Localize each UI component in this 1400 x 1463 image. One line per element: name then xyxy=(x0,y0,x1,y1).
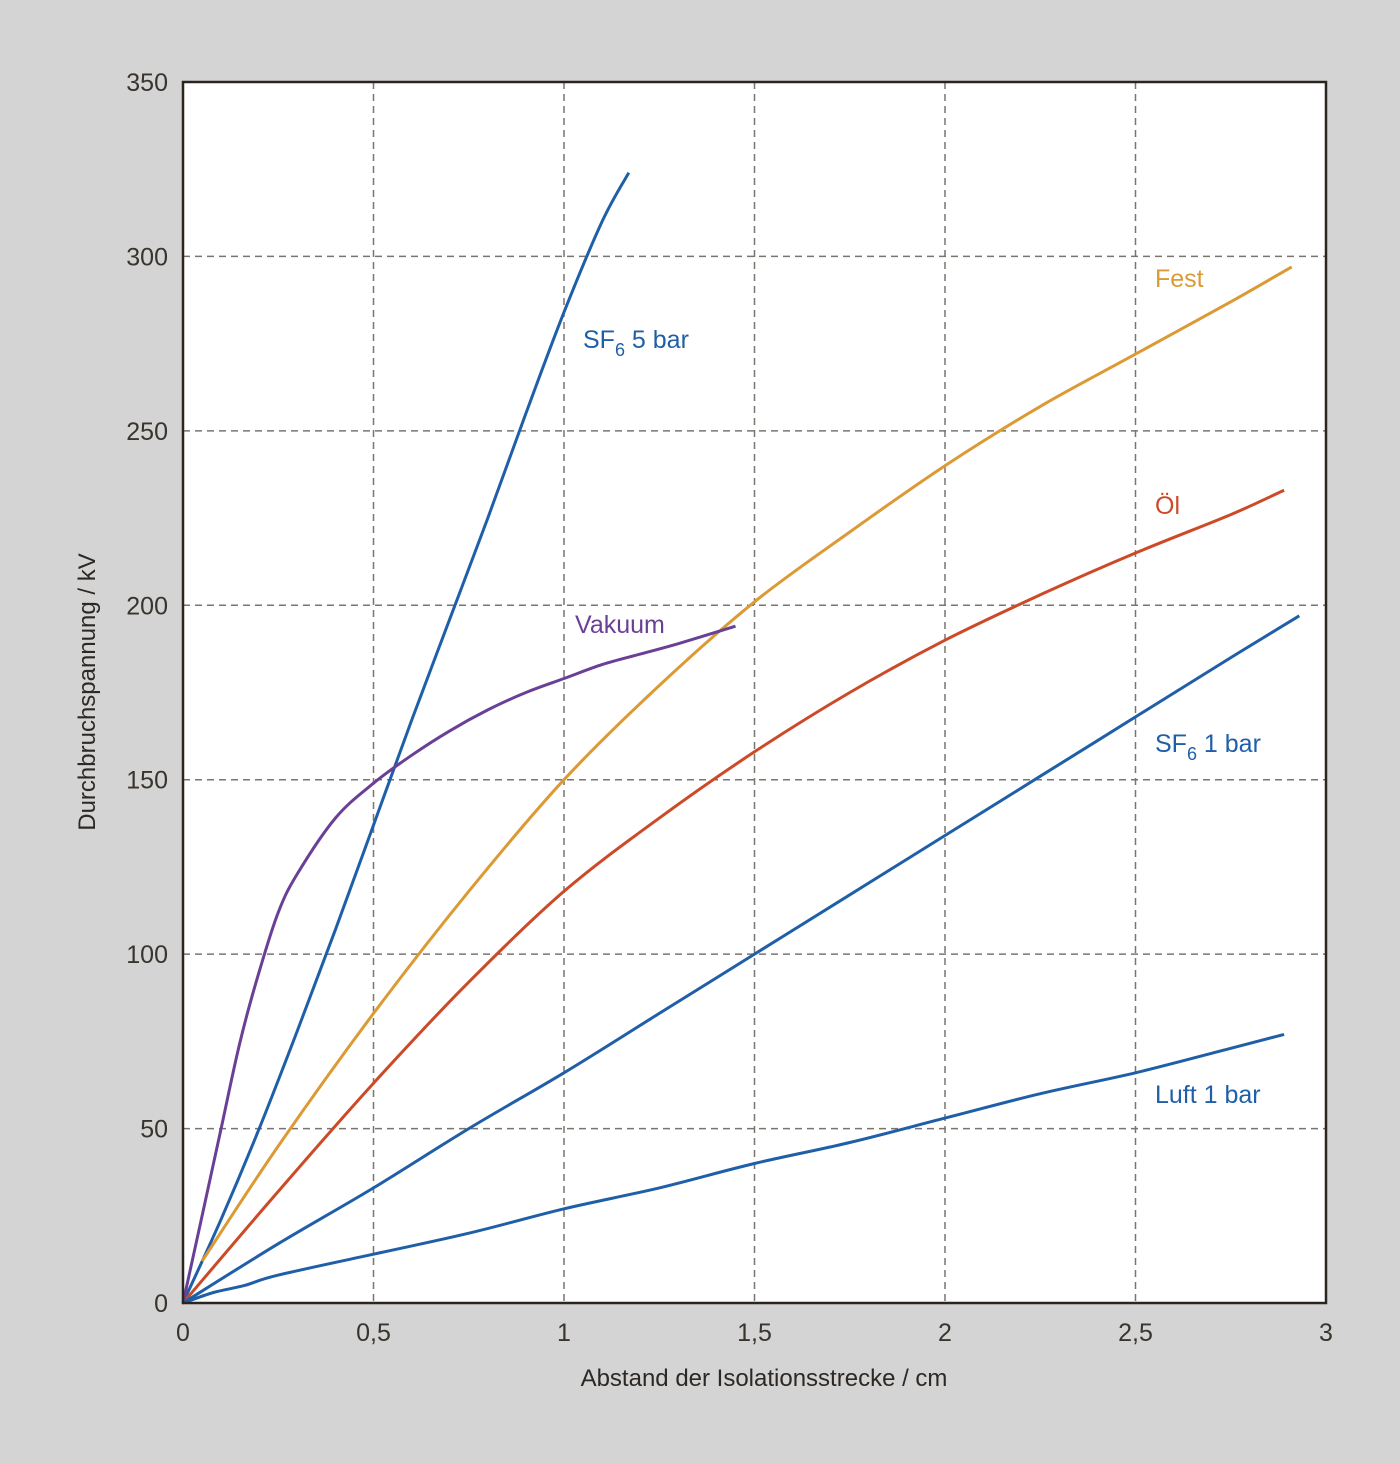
plot-area xyxy=(183,82,1326,1303)
x-tick-label: 3 xyxy=(1319,1319,1333,1347)
plot-frame xyxy=(181,80,1328,1305)
x-tick-label: 2 xyxy=(938,1319,952,1347)
grid-lines xyxy=(183,82,1326,1303)
series-label--l: Öl xyxy=(1155,492,1180,520)
series-label-luft-1-bar: Luft 1 bar xyxy=(1155,1081,1261,1109)
series-label-sf6-5-bar: SF6 5 bar xyxy=(583,326,689,360)
series-line-sf6-5-bar xyxy=(181,171,631,1304)
y-tick-label: 50 xyxy=(140,1116,168,1144)
y-tick-label: 150 xyxy=(126,767,168,795)
x-tick-label: 0,5 xyxy=(356,1319,391,1347)
y-axis-ticks: 0 50 100 150 200 250 300 350 xyxy=(126,69,168,1318)
y-tick-label: 200 xyxy=(126,592,168,620)
y-tick-label: 100 xyxy=(126,941,168,969)
x-tick-label: 1,5 xyxy=(737,1319,772,1347)
series-line-luft-1-bar xyxy=(182,1032,1285,1305)
y-tick-label: 0 xyxy=(154,1290,168,1318)
x-tick-label: 0 xyxy=(176,1319,190,1347)
x-axis-ticks: 0 0,5 1 1,5 2 2,5 3 xyxy=(176,1319,1333,1347)
series-label-sf6-1-bar: SF6 1 bar xyxy=(1155,730,1261,764)
series-line-vakuum xyxy=(181,624,736,1304)
y-axis-title: Durchbruchspannung / kV xyxy=(74,553,101,831)
series-line-sf6-1-bar xyxy=(182,614,1301,1305)
series-line--l xyxy=(181,488,1285,1304)
x-tick-label: 1 xyxy=(557,1319,571,1347)
series-labels: SF6 5 bar Fest Öl Vakuum SF6 1 bar Luft 1 bar xyxy=(575,265,1261,1109)
series-lines xyxy=(181,171,1301,1305)
x-tick-label: 2,5 xyxy=(1118,1319,1153,1347)
x-axis-title: Abstand der Isolationsstrecke / cm xyxy=(581,1365,948,1392)
series-label-fest: Fest xyxy=(1155,265,1204,293)
series-label-vakuum: Vakuum xyxy=(575,611,665,639)
y-tick-label: 300 xyxy=(126,243,168,271)
y-tick-label: 350 xyxy=(126,69,168,97)
y-tick-label: 250 xyxy=(126,418,168,446)
